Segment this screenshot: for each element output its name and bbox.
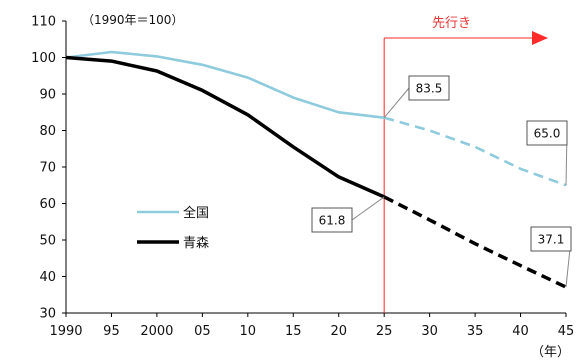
- series-line-actual: [65, 55, 385, 199]
- x-tick-label: 95: [103, 324, 120, 339]
- x-tick-label: 35: [467, 324, 484, 339]
- callout-value: 65.0: [534, 127, 561, 141]
- x-tick-label: 1990: [49, 324, 82, 339]
- callout-value: 37.1: [538, 233, 565, 247]
- callout-value: 61.8: [319, 214, 346, 228]
- callouts-layer: 83.5 65.0 61.8 37.1: [311, 75, 572, 288]
- x-tick-label: 15: [285, 324, 302, 339]
- callout-leader: [351, 196, 385, 221]
- callout-leader: [383, 87, 410, 119]
- forecast-label: 先行き: [432, 16, 471, 31]
- y-tick-label: 50: [39, 234, 56, 249]
- x-tick-label: 30: [421, 324, 438, 339]
- legend-label: 青森: [183, 236, 209, 251]
- series-line-actual: [65, 50, 385, 119]
- y-tick-label: 40: [39, 270, 56, 285]
- x-tick-label: 20: [330, 324, 347, 339]
- x-tick-label: 05: [194, 324, 211, 339]
- series-line-forecast: [383, 116, 567, 187]
- x-tick-label: 40: [512, 324, 529, 339]
- forecast-arrow-head: [532, 31, 548, 45]
- y-tick-label: 60: [39, 197, 56, 212]
- axes-layer: 30 40 50 60 70 80 90 100 110 1990 95 2000 05 10 15 20 25…: [31, 15, 574, 340]
- y-tick-label: 70: [39, 161, 56, 176]
- callout-value: 83.5: [416, 82, 443, 96]
- x-tick-label: 10: [240, 324, 257, 339]
- y-tick-label: 100: [31, 51, 56, 66]
- series-lines-layer: [65, 50, 567, 289]
- y-tick-label: 80: [39, 124, 56, 139]
- callout-box: [408, 75, 450, 101]
- y-tick-label: 110: [31, 15, 56, 30]
- x-tick-label: 45: [558, 324, 575, 339]
- base-year-note: （1990年＝100）: [82, 13, 183, 27]
- callout-box: [311, 207, 353, 233]
- y-tick-label: 30: [39, 307, 56, 322]
- x-unit-label: （年）: [531, 345, 570, 360]
- legend-label: 全国: [183, 205, 209, 221]
- series-line-forecast: [383, 195, 567, 289]
- callout-box: [526, 120, 568, 146]
- y-tick-label: 90: [39, 88, 56, 103]
- x-tick-label: 2000: [140, 324, 173, 339]
- x-tick-label: 25: [376, 324, 393, 339]
- callout-box: [530, 226, 572, 252]
